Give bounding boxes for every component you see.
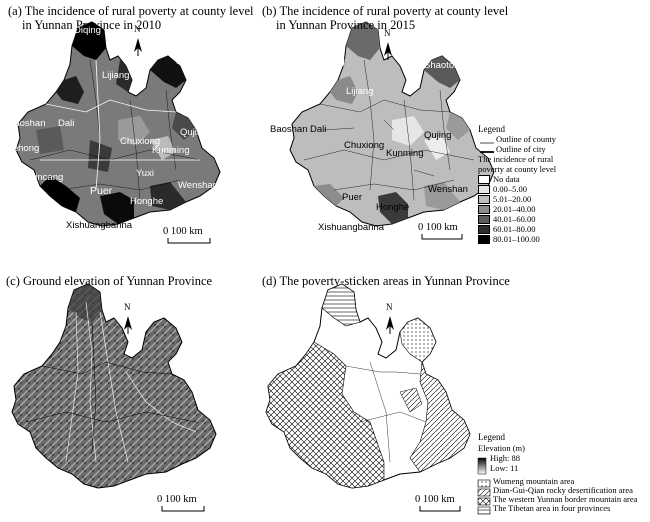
label-b-nujiang: Nujiang: [288, 88, 321, 99]
legend-class-swatch: [478, 204, 490, 214]
title-a: (a) The incidence of rural poverty at co…: [8, 4, 254, 32]
legend-class-item: 40.01–60.00: [478, 214, 648, 224]
north-label-b: N: [384, 28, 391, 38]
map-d: [265, 283, 471, 489]
legend-area-item: The Tibetan area in four provinces: [493, 503, 611, 513]
legend-heading-1: The incidence of rural: [478, 154, 554, 164]
label-a-dehong: Dehong: [6, 143, 40, 154]
label-a-dali: Dali: [58, 118, 75, 129]
scale-label-c: 0 100 km: [157, 494, 197, 505]
label-b-wenshan: Wenshan: [428, 184, 468, 195]
label-a-chuxiong: Chuxiong: [120, 136, 161, 147]
legend-county: Outline of county: [496, 134, 556, 144]
label-b-puer: Puer: [342, 192, 363, 203]
title-d: (d) The poverty-sticken areas in Yunnan …: [262, 274, 510, 288]
legend-city: Outline of city: [496, 144, 546, 154]
legend-class-label: No data: [493, 174, 520, 184]
label-b-baoshan: Baoshan: [270, 124, 308, 135]
title-b: (b) The incidence of rural poverty at co…: [262, 4, 509, 32]
label-a-nujiang: Nujiang: [16, 84, 49, 95]
legend-area-item: Wumeng mountain area: [493, 476, 575, 486]
label-b-diqing: Diqing: [318, 56, 345, 67]
north-label-d: N: [386, 302, 393, 312]
north-arrow-d: [386, 316, 394, 334]
legend-classes: No data 0.00–5.00 5.01–20.00 20.01–40.00 40.…: [478, 174, 648, 244]
legend-class-label: 60.01–80.00: [493, 224, 536, 234]
legend-title: Legend: [478, 124, 505, 134]
area-swatches: [477, 479, 491, 515]
legend-areas: Legend Elevation (m) High: 88 Low: 11 Wu…: [478, 432, 650, 513]
north-arrow-c: [124, 316, 132, 334]
legend-class-label: 20.01–40.00: [493, 204, 536, 214]
legend-area-item: The western Yunnan border mountain area: [493, 494, 638, 504]
label-a-wenshan: Wenshan: [178, 180, 218, 191]
label-a-honghe: Honghe: [130, 196, 164, 207]
label-b-shaotong: Shaotong: [424, 60, 465, 71]
map-a: [15, 21, 221, 227]
legend-class-item: 60.01–80.00: [478, 224, 648, 234]
legend-class-swatch: [478, 234, 490, 244]
legend-lines: [480, 142, 494, 153]
label-a-lincang: Lincang: [30, 172, 64, 183]
scale-bar-a: [167, 238, 211, 244]
label-b-xishuangbanna: Xishuangbanna: [318, 222, 385, 233]
map-b: [289, 21, 495, 227]
legend-class-label: 5.01–20.00: [493, 194, 532, 204]
scale-bar-d: [419, 506, 461, 512]
legend-class-swatch: [478, 224, 490, 234]
legend-class-swatch: [478, 184, 490, 194]
label-b-dali: Dali: [310, 124, 327, 135]
legend-heading-2: poverty at county level: [478, 164, 557, 174]
label-a-shaotong: Shaotong: [176, 56, 217, 67]
north-arrow-a: [134, 38, 142, 56]
scale-label-d: 0 100 km: [415, 494, 455, 505]
label-a-diqing: Diqing: [74, 25, 101, 36]
legend-class-item: No data: [478, 174, 648, 184]
label-a-xishuangbanna: Xishuangbanna: [66, 220, 133, 231]
scale-label-b: 0 100 km: [418, 222, 458, 233]
legend-class-item: 80.01–100.00: [478, 234, 648, 244]
legend-class-item: 0.00–5.00: [478, 184, 648, 194]
label-a-lijiang: Lijiang: [102, 70, 130, 81]
elevation-title: Elevation (m): [478, 443, 525, 453]
label-b-chuxiong: Chuxiong: [344, 140, 385, 151]
legend-class-label: 80.01–100.00: [493, 234, 540, 244]
legend-class-swatch: [478, 214, 490, 224]
north-label-c: N: [124, 302, 131, 312]
scale-bar-b: [421, 234, 463, 240]
north-arrow-b: [384, 42, 392, 60]
elevation-ramp: [477, 457, 487, 475]
label-a-baoshan: Baoshan: [8, 118, 46, 129]
label-b-kunming: Kunming: [386, 148, 424, 159]
label-b-honghe: Honghe: [376, 202, 410, 213]
scale-bar-c: [161, 506, 205, 512]
elevation-high: High: 88: [490, 453, 520, 463]
label-b-qujing: Qujing: [424, 130, 452, 141]
map-c: [11, 283, 217, 489]
title-c: (c) Ground elevation of Yunnan Province: [6, 274, 213, 288]
legend-class-label: 0.00–5.00: [493, 184, 527, 194]
label-b-lijiang: Lijiang: [346, 86, 374, 97]
scale-label-a: 0 100 km: [163, 226, 203, 237]
label-a-qujing: Qujing: [180, 127, 208, 138]
legend-area-item: Dian-Gui-Qian rocky desertification area: [493, 485, 633, 495]
legend-class-item: 5.01–20.00: [478, 194, 648, 204]
legend-class-label: 40.01–60.00: [493, 214, 536, 224]
legend-class-item: 20.01–40.00: [478, 204, 648, 214]
legend-title-2: Legend: [478, 432, 505, 442]
label-a-puer: Puer: [90, 185, 113, 197]
label-a-kunming: Kunming: [152, 145, 190, 156]
legend-class-swatch: [478, 194, 490, 204]
legend-class-swatch: [478, 174, 490, 184]
label-a-yuxi: Yuxi: [136, 168, 154, 179]
legend-poverty: Legend Outline of county Outline of city…: [478, 124, 648, 244]
elevation-low: Low: 11: [490, 463, 519, 473]
legend-area-list: Wumeng mountain area Dian-Gui-Qian rocky …: [478, 477, 650, 513]
north-label-a: N: [134, 24, 141, 34]
